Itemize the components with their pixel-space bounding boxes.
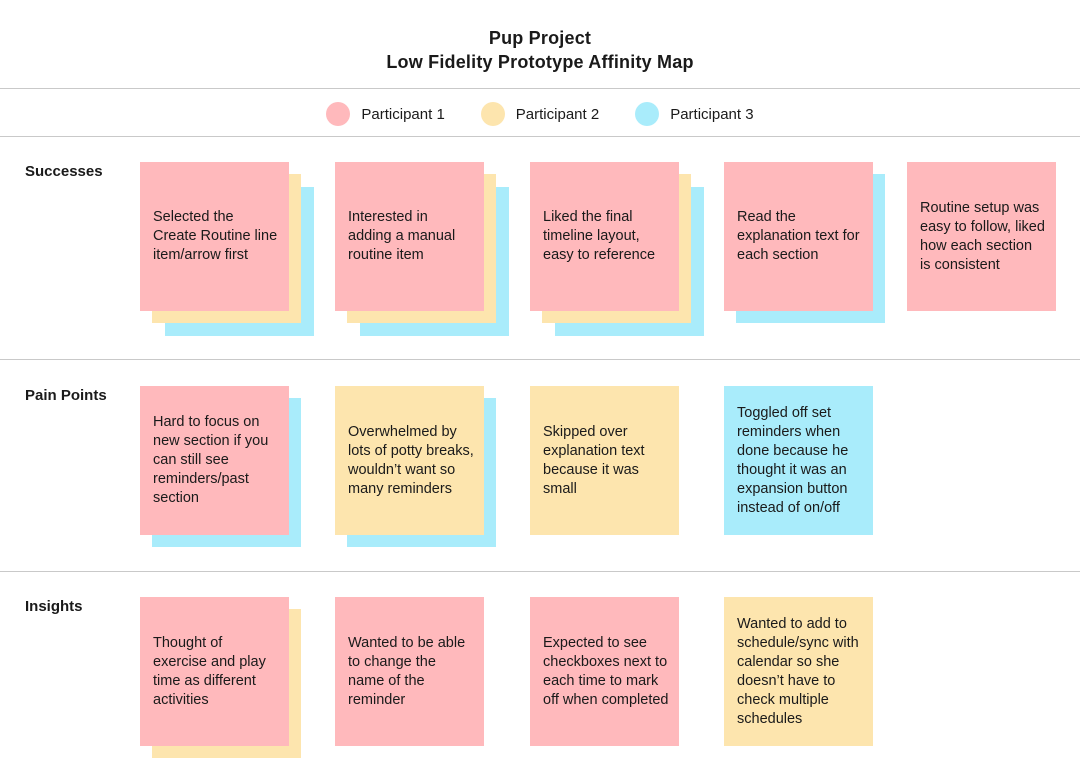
sticky-note: Hard to focus on new section if you can … (140, 386, 289, 535)
note-text: Skipped over explanation text because it… (543, 423, 645, 497)
legend-label: Participant 3 (670, 105, 754, 123)
sticky-note: Toggled off set reminders when done beca… (724, 386, 873, 535)
note-stack: Interested in adding a manual routine it… (335, 162, 510, 337)
note-text: Toggled off set reminders when done beca… (737, 404, 849, 516)
note-stack: Read the explanation text for each secti… (724, 162, 899, 337)
legend-label: Participant 2 (515, 105, 600, 123)
divider (0, 359, 1080, 360)
sticky-note: Interested in adding a manual routine it… (335, 162, 484, 311)
note-text: Routine setup was easy to follow, liked … (920, 199, 1045, 273)
note-text: Hard to focus on new section if you can … (153, 414, 269, 506)
note-stack: Wanted to add to schedule/sync with cale… (724, 597, 899, 772)
row-label-pain-points: Pain Points (25, 387, 107, 404)
sticky-note: Overwhelmed by lots of potty breaks, wou… (335, 386, 484, 535)
sticky-note: Thought of exercise and play time as dif… (140, 597, 289, 746)
legend-item-participant-2: Participant 2 (480, 102, 600, 126)
note-text: Overwhelmed by lots of potty breaks, wou… (348, 423, 474, 497)
note-text: Selected the Create Routine line item/ar… (153, 209, 278, 263)
note-text: Read the explanation text for each secti… (737, 209, 860, 263)
note-text: Liked the final timeline layout, easy to… (543, 209, 656, 263)
note-stack: Wanted to be able to change the name of … (335, 597, 510, 772)
sticky-note: Expected to see checkboxes next to each … (530, 597, 679, 746)
sticky-note: Routine setup was easy to follow, liked … (907, 162, 1056, 311)
sticky-note: Wanted to add to schedule/sync with cale… (724, 597, 873, 746)
note-stack: Skipped over explanation text because it… (530, 386, 705, 561)
note-text: Interested in adding a manual routine it… (348, 209, 456, 263)
note-stack: Routine setup was easy to follow, liked … (907, 162, 1080, 337)
divider (0, 571, 1080, 572)
note-stack: Liked the final timeline layout, easy to… (530, 162, 705, 337)
row-label-insights: Insights (25, 598, 83, 615)
sticky-note: Read the explanation text for each secti… (724, 162, 873, 311)
note-stack: Expected to see checkboxes next to each … (530, 597, 705, 772)
legend-item-participant-1: Participant 1 (326, 102, 445, 126)
divider (0, 136, 1080, 137)
note-stack: Hard to focus on new section if you can … (140, 386, 315, 561)
page-title: Pup Project Low Fidelity Prototype Affin… (0, 26, 1080, 74)
row-label-successes: Successes (25, 163, 103, 180)
note-text: Expected to see checkboxes next to each … (543, 634, 669, 708)
title-line-1: Pup Project (488, 28, 592, 48)
sticky-note: Selected the Create Routine line item/ar… (140, 162, 289, 311)
sticky-note: Wanted to be able to change the name of … (335, 597, 484, 746)
participant-3-dot (635, 102, 660, 126)
note-text: Wanted to add to schedule/sync with cale… (737, 615, 859, 727)
note-stack: Toggled off set reminders when done beca… (724, 386, 899, 561)
title-line-2: Low Fidelity Prototype Affinity Map (386, 52, 694, 72)
sticky-note: Skipped over explanation text because it… (530, 386, 679, 535)
participant-1-dot (326, 102, 351, 126)
divider (0, 88, 1080, 89)
sticky-note: Liked the final timeline layout, easy to… (530, 162, 679, 311)
note-stack: Selected the Create Routine line item/ar… (140, 162, 315, 337)
legend-item-participant-3: Participant 3 (635, 102, 754, 126)
participant-2-dot (480, 102, 505, 126)
legend: Participant 1 Participant 2 Participant … (0, 100, 1080, 128)
legend-label: Participant 1 (361, 105, 445, 123)
note-text: Wanted to be able to change the name of … (348, 634, 466, 708)
note-stack: Overwhelmed by lots of potty breaks, wou… (335, 386, 510, 561)
note-text: Thought of exercise and play time as dif… (153, 634, 266, 708)
note-stack: Thought of exercise and play time as dif… (140, 597, 315, 772)
